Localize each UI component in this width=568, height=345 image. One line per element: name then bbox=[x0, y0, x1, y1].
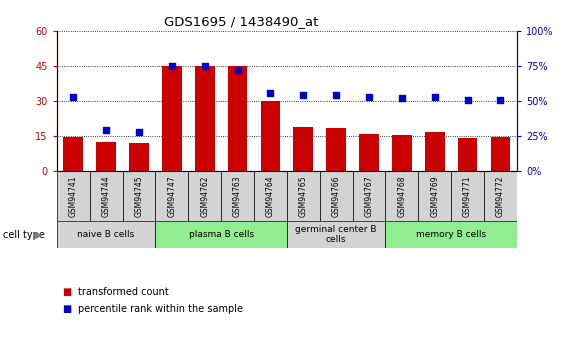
Bar bbox=[491, 137, 510, 171]
Bar bbox=[96, 142, 116, 171]
Point bbox=[266, 90, 275, 95]
Bar bbox=[458, 138, 478, 171]
Bar bbox=[90, 171, 123, 221]
Bar bbox=[326, 128, 346, 171]
Text: cell type: cell type bbox=[3, 230, 45, 240]
Bar bbox=[228, 66, 248, 171]
Text: ▶: ▶ bbox=[35, 230, 43, 240]
Text: germinal center B
cells: germinal center B cells bbox=[295, 225, 377, 244]
Point bbox=[200, 63, 209, 69]
Bar bbox=[195, 66, 215, 171]
Text: transformed count: transformed count bbox=[78, 287, 169, 296]
Bar bbox=[386, 221, 517, 248]
Point bbox=[167, 63, 176, 69]
Point bbox=[397, 96, 406, 101]
Bar bbox=[287, 221, 386, 248]
Text: GDS1695 / 1438490_at: GDS1695 / 1438490_at bbox=[164, 16, 319, 29]
Text: GSM94741: GSM94741 bbox=[69, 175, 78, 217]
Bar bbox=[221, 171, 254, 221]
Bar bbox=[261, 101, 280, 171]
Point bbox=[365, 94, 374, 100]
Bar bbox=[425, 132, 445, 171]
Text: GSM94769: GSM94769 bbox=[430, 175, 439, 217]
Text: GSM94767: GSM94767 bbox=[365, 175, 374, 217]
Text: GSM94762: GSM94762 bbox=[200, 175, 209, 217]
Point bbox=[332, 93, 341, 98]
Text: ■: ■ bbox=[62, 304, 72, 314]
Bar bbox=[129, 143, 149, 171]
Bar bbox=[123, 171, 156, 221]
Bar bbox=[418, 171, 451, 221]
Point bbox=[496, 97, 505, 102]
Bar bbox=[254, 171, 287, 221]
Bar bbox=[484, 171, 517, 221]
Bar bbox=[57, 221, 156, 248]
Bar bbox=[162, 66, 182, 171]
Point bbox=[102, 128, 111, 133]
Text: GSM94763: GSM94763 bbox=[233, 175, 242, 217]
Text: GSM94747: GSM94747 bbox=[168, 175, 176, 217]
Text: memory B cells: memory B cells bbox=[416, 230, 486, 239]
Text: GSM94771: GSM94771 bbox=[463, 175, 472, 217]
Bar bbox=[156, 221, 287, 248]
Bar bbox=[294, 127, 313, 171]
Point bbox=[233, 68, 242, 73]
Text: GSM94768: GSM94768 bbox=[398, 175, 406, 217]
Bar bbox=[353, 171, 386, 221]
Bar bbox=[287, 171, 320, 221]
Text: ■: ■ bbox=[62, 287, 72, 296]
Text: GSM94772: GSM94772 bbox=[496, 175, 505, 217]
Bar bbox=[156, 171, 188, 221]
Bar bbox=[359, 134, 379, 171]
Text: GSM94766: GSM94766 bbox=[332, 175, 341, 217]
Text: percentile rank within the sample: percentile rank within the sample bbox=[78, 304, 243, 314]
Point bbox=[463, 97, 472, 102]
Point bbox=[299, 93, 308, 98]
Bar bbox=[386, 171, 418, 221]
Text: GSM94745: GSM94745 bbox=[135, 175, 144, 217]
Text: plasma B cells: plasma B cells bbox=[189, 230, 254, 239]
Point bbox=[135, 129, 144, 135]
Point bbox=[430, 94, 439, 100]
Bar bbox=[188, 171, 221, 221]
Text: GSM94744: GSM94744 bbox=[102, 175, 111, 217]
Bar bbox=[64, 137, 83, 171]
Text: naive B cells: naive B cells bbox=[77, 230, 135, 239]
Text: GSM94764: GSM94764 bbox=[266, 175, 275, 217]
Bar bbox=[451, 171, 484, 221]
Bar bbox=[320, 171, 353, 221]
Point bbox=[69, 94, 78, 100]
Bar bbox=[392, 135, 412, 171]
Text: GSM94765: GSM94765 bbox=[299, 175, 308, 217]
Bar bbox=[57, 171, 90, 221]
